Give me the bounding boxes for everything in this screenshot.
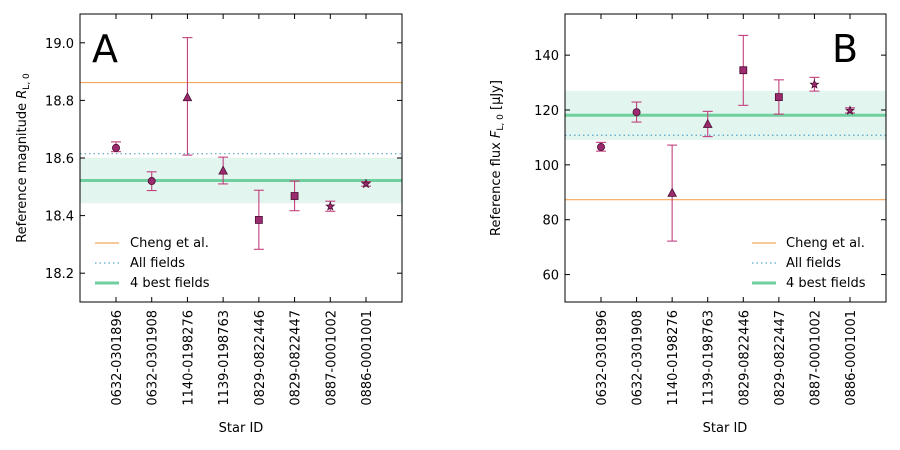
x-tick-label-a: 0829-0822446 — [253, 310, 268, 406]
data-point-square-a — [254, 216, 263, 224]
data-point-square-b — [774, 93, 783, 102]
x-tick-label-a: 0886-0001001 — [360, 310, 375, 406]
legend-label-cheng-b: Cheng et al. — [786, 236, 865, 251]
x-axis-label-a: Star ID — [219, 421, 264, 436]
x-tick-label-b: 0886-0001001 — [844, 310, 859, 406]
y-tick-label-b: 60 — [542, 269, 559, 284]
x-tick-label-a: 0887-0001002 — [324, 310, 339, 406]
x-tick-label-b: 1139-0198763 — [702, 310, 717, 406]
x-tick-label-b: 0829-0822446 — [737, 310, 752, 406]
data-point-star-a — [360, 178, 372, 189]
legend-label-best-fields-b: 4 best fields — [786, 276, 866, 291]
x-tick-label-b: 0632-0301908 — [631, 310, 646, 406]
x-tick-label-a: 0829-0822447 — [289, 310, 304, 406]
panel-label-b: B — [832, 27, 858, 71]
data-point-star-b — [809, 79, 820, 89]
x-tick-label-b: 0829-0822447 — [773, 310, 788, 406]
x-tick-label-a: 0632-0301896 — [110, 310, 125, 406]
data-point-star-b — [844, 105, 856, 115]
data-point-triangle-b — [667, 187, 678, 197]
data-point-circle-a — [112, 143, 121, 152]
y-axis-label-b: Reference flux FL, 0 [μJy] — [489, 80, 506, 236]
y-tick-label-b: 120 — [534, 104, 559, 119]
data-point-star-a — [325, 201, 336, 211]
data-point-triangle-a — [182, 92, 193, 102]
data-point-triangle-a — [218, 165, 229, 175]
x-tick-label-a: 1139-0198763 — [217, 310, 232, 406]
legend-label-best-fields-a: 4 best fields — [130, 276, 210, 291]
x-tick-label-a: 0632-0301908 — [146, 310, 161, 406]
legend-a: Cheng et al. All fields 4 best fields — [95, 236, 210, 291]
legend-label-all-fields-b: All fields — [786, 256, 841, 271]
y-tick-label-a: 18.8 — [45, 94, 74, 109]
y-tick-label-b: 80 — [542, 214, 559, 229]
data-point-square-a — [290, 192, 299, 200]
x-axis-label-b: Star ID — [703, 421, 748, 436]
panel-b: 60 80 100 120 140 0632-0301896 0632-0301908 11… — [489, 13, 887, 436]
y-tick-label-a: 18.6 — [45, 152, 74, 167]
legend-label-cheng-a: Cheng et al. — [130, 236, 209, 251]
y-tick-label-b: 140 — [534, 49, 559, 64]
data-point-square-b — [739, 66, 748, 75]
data-point-triangle-b — [702, 118, 713, 128]
y-axis-label-a: Reference magnitude RL, 0 — [15, 73, 32, 243]
y-tick-label-a: 19.0 — [45, 37, 74, 52]
data-point-circle-b — [597, 143, 606, 152]
data-point-circle-a — [147, 177, 156, 186]
legend-b: Cheng et al. All fields 4 best fields — [752, 236, 866, 291]
y-tick-label-a: 18.4 — [45, 210, 74, 225]
panel-a: 18.2 18.4 18.6 18.8 19.0 0632-0301896 0632-03… — [15, 13, 403, 436]
x-tick-label-a: 1140-0198276 — [181, 310, 196, 406]
x-tick-label-b: 0887-0001002 — [808, 310, 823, 406]
plot-frame-b — [564, 13, 887, 303]
x-tick-label-b: 0632-0301896 — [595, 310, 610, 406]
y-tick-label-a: 18.2 — [45, 267, 74, 282]
legend-label-all-fields-a: All fields — [130, 256, 185, 271]
data-point-circle-b — [632, 108, 641, 117]
x-tick-label-b: 1140-0198276 — [666, 310, 681, 406]
panel-label-a: A — [92, 27, 118, 71]
y-tick-label-b: 100 — [534, 159, 559, 174]
